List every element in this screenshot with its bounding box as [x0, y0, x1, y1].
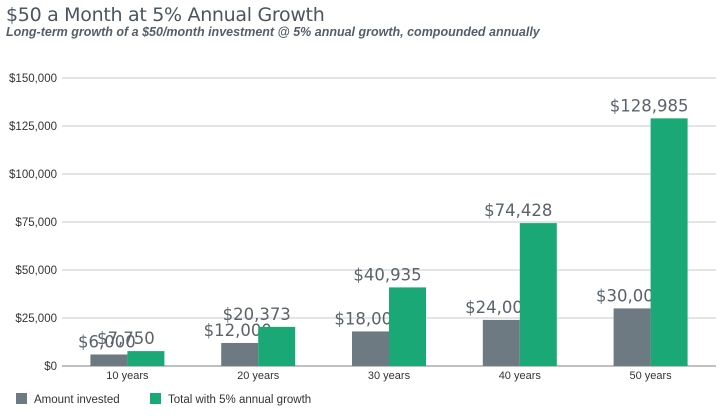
data-label-amount-invested: $18,000 — [334, 309, 402, 328]
y-tick-label: $150,000 — [9, 73, 57, 85]
legend-label-amount-invested: Amount invested — [34, 394, 120, 406]
y-tick-label: $125,000 — [9, 121, 57, 133]
bar-total-growth — [650, 118, 688, 366]
data-label-amount-invested: $30,000 — [596, 286, 664, 305]
x-category-label: 20 years — [237, 370, 280, 382]
data-label-amount-invested: $6,000 — [78, 332, 136, 351]
legend-swatch-total-growth — [150, 393, 161, 404]
bar-amount-invested — [352, 331, 389, 366]
legend-swatch-amount-invested — [16, 393, 27, 404]
bar-amount-invested — [482, 319, 520, 366]
bar-amount-invested — [90, 354, 128, 366]
data-label-amount-invested: $24,000 — [465, 298, 533, 317]
bar-total-growth — [519, 223, 557, 366]
x-category-label: 40 years — [499, 370, 542, 382]
y-tick-label: $25,000 — [15, 313, 57, 325]
data-label-total-growth: $128,985 — [610, 96, 689, 115]
data-label-total-growth: $40,935 — [353, 265, 421, 284]
chart-subtitle: Long-term growth of a $50/month investme… — [6, 25, 540, 39]
y-tick-label: $100,000 — [9, 169, 57, 181]
y-tick-label: $0 — [44, 361, 57, 373]
data-label-total-growth: $74,428 — [484, 201, 552, 220]
bar-amount-invested — [613, 308, 651, 366]
legend-label-total-growth: Total with 5% annual growth — [168, 394, 311, 406]
x-category-label: 10 years — [106, 370, 149, 382]
bar-total-growth — [127, 351, 165, 366]
y-tick-label: $50,000 — [15, 265, 57, 277]
x-category-label: 50 years — [629, 370, 672, 382]
data-label-amount-invested: $12,000 — [204, 321, 272, 340]
bar-total-growth — [258, 326, 296, 366]
bar-total-growth — [389, 287, 426, 366]
data-label-total-growth: $20,373 — [223, 305, 291, 324]
x-category-label: 30 years — [368, 370, 411, 382]
y-tick-label: $75,000 — [15, 217, 57, 229]
chart-title: $50 a Month at 5% Annual Growth — [6, 4, 325, 26]
bar-amount-invested — [221, 342, 259, 366]
data-label-total-growth: $7,750 — [97, 329, 155, 348]
